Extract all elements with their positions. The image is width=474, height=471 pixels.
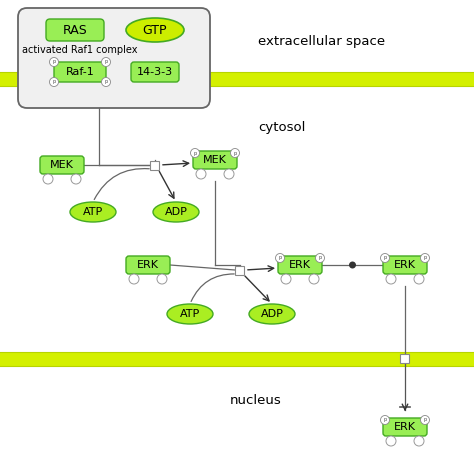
- Circle shape: [191, 148, 200, 157]
- FancyBboxPatch shape: [126, 256, 170, 274]
- FancyBboxPatch shape: [383, 256, 427, 274]
- Text: p: p: [423, 255, 427, 260]
- Circle shape: [386, 274, 396, 284]
- Bar: [151, 161, 159, 170]
- Ellipse shape: [126, 18, 184, 42]
- Text: ERK: ERK: [394, 260, 416, 270]
- Bar: [401, 354, 410, 363]
- Text: ATP: ATP: [180, 309, 200, 319]
- Ellipse shape: [70, 202, 116, 222]
- Text: p: p: [383, 255, 387, 260]
- Text: p: p: [319, 255, 321, 260]
- Circle shape: [71, 174, 81, 184]
- Circle shape: [224, 169, 234, 179]
- Text: RAS: RAS: [63, 24, 87, 36]
- Text: ERK: ERK: [394, 422, 416, 432]
- Circle shape: [386, 436, 396, 446]
- Circle shape: [157, 274, 167, 284]
- Text: MEK: MEK: [203, 155, 227, 165]
- FancyBboxPatch shape: [54, 62, 106, 82]
- Ellipse shape: [167, 304, 213, 324]
- Text: ERK: ERK: [289, 260, 311, 270]
- Bar: [236, 266, 245, 275]
- Circle shape: [129, 274, 139, 284]
- Bar: [0, 72, 474, 86]
- Text: p: p: [193, 151, 197, 155]
- FancyBboxPatch shape: [193, 151, 237, 169]
- Circle shape: [49, 78, 58, 87]
- Text: p: p: [233, 151, 237, 155]
- Text: extracellular space: extracellular space: [258, 35, 385, 49]
- Text: GTP: GTP: [143, 24, 167, 36]
- Circle shape: [349, 261, 356, 268]
- Circle shape: [316, 253, 325, 262]
- Text: nucleus: nucleus: [230, 393, 282, 406]
- Text: ADP: ADP: [164, 207, 187, 217]
- Text: activated Raf1 complex: activated Raf1 complex: [22, 45, 137, 55]
- Circle shape: [230, 148, 239, 157]
- Circle shape: [275, 253, 284, 262]
- FancyBboxPatch shape: [46, 19, 104, 41]
- FancyBboxPatch shape: [131, 62, 179, 82]
- Ellipse shape: [153, 202, 199, 222]
- Text: p: p: [53, 59, 55, 65]
- Text: MEK: MEK: [50, 160, 74, 170]
- Text: ERK: ERK: [137, 260, 159, 270]
- FancyBboxPatch shape: [278, 256, 322, 274]
- Circle shape: [43, 174, 53, 184]
- FancyBboxPatch shape: [18, 8, 210, 108]
- Text: ATP: ATP: [83, 207, 103, 217]
- Text: p: p: [278, 255, 282, 260]
- FancyBboxPatch shape: [40, 156, 84, 174]
- Circle shape: [414, 274, 424, 284]
- Circle shape: [49, 57, 58, 66]
- Ellipse shape: [249, 304, 295, 324]
- Text: p: p: [53, 80, 55, 84]
- FancyBboxPatch shape: [383, 418, 427, 436]
- Text: p: p: [423, 417, 427, 422]
- Circle shape: [381, 415, 390, 424]
- Text: cytosol: cytosol: [258, 122, 305, 135]
- Circle shape: [309, 274, 319, 284]
- Text: 14-3-3: 14-3-3: [137, 67, 173, 77]
- Bar: [0, 352, 474, 366]
- Circle shape: [101, 57, 110, 66]
- Text: p: p: [104, 80, 108, 84]
- Text: p: p: [104, 59, 108, 65]
- Text: ADP: ADP: [261, 309, 283, 319]
- Circle shape: [101, 78, 110, 87]
- Circle shape: [420, 415, 429, 424]
- Circle shape: [420, 253, 429, 262]
- Text: Raf-1: Raf-1: [65, 67, 94, 77]
- Circle shape: [381, 253, 390, 262]
- Circle shape: [281, 274, 291, 284]
- Text: p: p: [383, 417, 387, 422]
- Circle shape: [196, 169, 206, 179]
- Circle shape: [414, 436, 424, 446]
